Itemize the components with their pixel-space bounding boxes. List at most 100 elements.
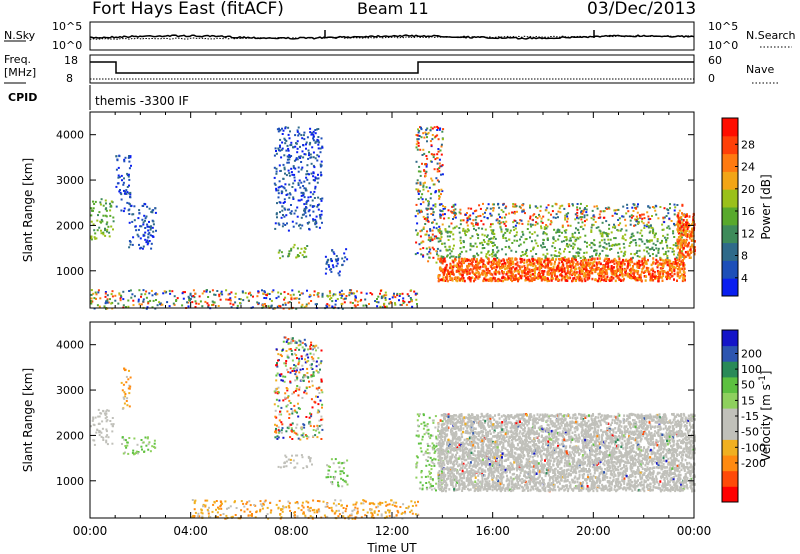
data-cell — [535, 221, 538, 224]
data-cell — [151, 445, 154, 448]
data-cell — [534, 265, 537, 268]
data-cell — [481, 233, 484, 236]
data-cell — [436, 170, 439, 173]
data-cell — [575, 279, 577, 282]
data-cell — [141, 448, 143, 451]
data-cell — [312, 210, 315, 213]
data-cell — [664, 261, 667, 265]
data-cell — [429, 197, 432, 200]
data-cell — [317, 208, 320, 211]
data-cell — [671, 266, 674, 269]
data-cell — [304, 211, 307, 214]
data-cell — [279, 410, 281, 413]
data-cell — [312, 130, 315, 133]
data-cell — [282, 303, 284, 306]
data-cell — [437, 452, 440, 455]
data-cell — [124, 368, 127, 371]
data-cell — [102, 231, 105, 234]
data-cell — [291, 392, 294, 395]
data-cell — [286, 155, 289, 158]
data-cell — [439, 216, 442, 219]
data-cell — [314, 129, 317, 131]
data-cell — [680, 246, 683, 249]
data-cell — [308, 143, 311, 146]
data-cell — [277, 196, 280, 199]
data-cell — [654, 209, 657, 212]
data-cell — [617, 251, 620, 254]
data-cell — [127, 387, 130, 390]
data-cell — [502, 221, 505, 224]
data-cell — [606, 254, 609, 257]
data-cell — [291, 422, 294, 425]
data-cell — [294, 340, 297, 343]
data-cell — [388, 298, 391, 300]
data-cell — [284, 302, 287, 305]
data-cell — [320, 424, 323, 427]
data-cell — [287, 169, 290, 172]
data-cell — [469, 279, 472, 283]
data-cell — [122, 290, 125, 293]
data-cell — [442, 259, 445, 263]
data-cell — [498, 278, 501, 282]
data-cell — [472, 225, 475, 227]
data-cell — [144, 219, 146, 222]
data-cell — [452, 205, 455, 208]
data-cell — [419, 203, 422, 206]
data-cell — [411, 305, 414, 308]
data-cell — [422, 185, 425, 188]
data-cell — [678, 256, 681, 259]
data-cell — [128, 246, 131, 249]
data-cell — [544, 232, 547, 235]
data-cell — [659, 267, 662, 270]
data-cell — [303, 426, 306, 429]
data-cell — [432, 248, 435, 251]
data-cell — [306, 178, 309, 181]
data-cell — [150, 289, 153, 292]
data-cell — [468, 264, 471, 268]
data-cell — [649, 275, 652, 278]
data-cell — [425, 217, 428, 220]
data-cell — [415, 463, 418, 466]
data-cell — [586, 241, 588, 244]
data-cell — [677, 267, 679, 271]
data-cell — [475, 209, 478, 212]
data-cell — [674, 257, 677, 261]
data-cell — [682, 278, 685, 282]
data-cell — [593, 264, 596, 267]
data-cell — [612, 226, 614, 229]
data-cell — [523, 269, 526, 272]
data-cell — [683, 274, 686, 278]
data-cell — [565, 236, 568, 239]
data-cell — [318, 431, 321, 434]
data-cell — [415, 160, 418, 163]
data-cell — [667, 273, 670, 276]
data-cell — [303, 424, 306, 426]
data-cell — [554, 239, 557, 242]
data-cell — [422, 453, 425, 456]
data-cell — [591, 264, 594, 268]
data-cell — [284, 172, 286, 175]
data-cell — [505, 205, 508, 208]
data-cell — [293, 409, 296, 412]
data-cell — [290, 212, 293, 215]
data-cell — [288, 172, 291, 175]
data-cell — [673, 269, 676, 272]
data-cell — [428, 486, 431, 489]
data-cell — [563, 250, 565, 253]
data-cell — [241, 291, 244, 294]
data-cell — [539, 205, 542, 208]
data-cell — [384, 305, 386, 308]
data-cell — [345, 295, 348, 297]
data-cell — [653, 206, 656, 209]
data-cell — [485, 453, 487, 457]
data-cell — [682, 265, 685, 268]
data-cell — [673, 203, 676, 206]
data-cell — [430, 144, 433, 147]
data-cell — [128, 213, 131, 215]
data-cell — [683, 263, 686, 267]
data-cell — [617, 224, 620, 227]
data-cell — [228, 292, 231, 295]
freq-line — [90, 61, 694, 74]
data-cell — [561, 224, 564, 227]
data-cell — [662, 274, 665, 278]
